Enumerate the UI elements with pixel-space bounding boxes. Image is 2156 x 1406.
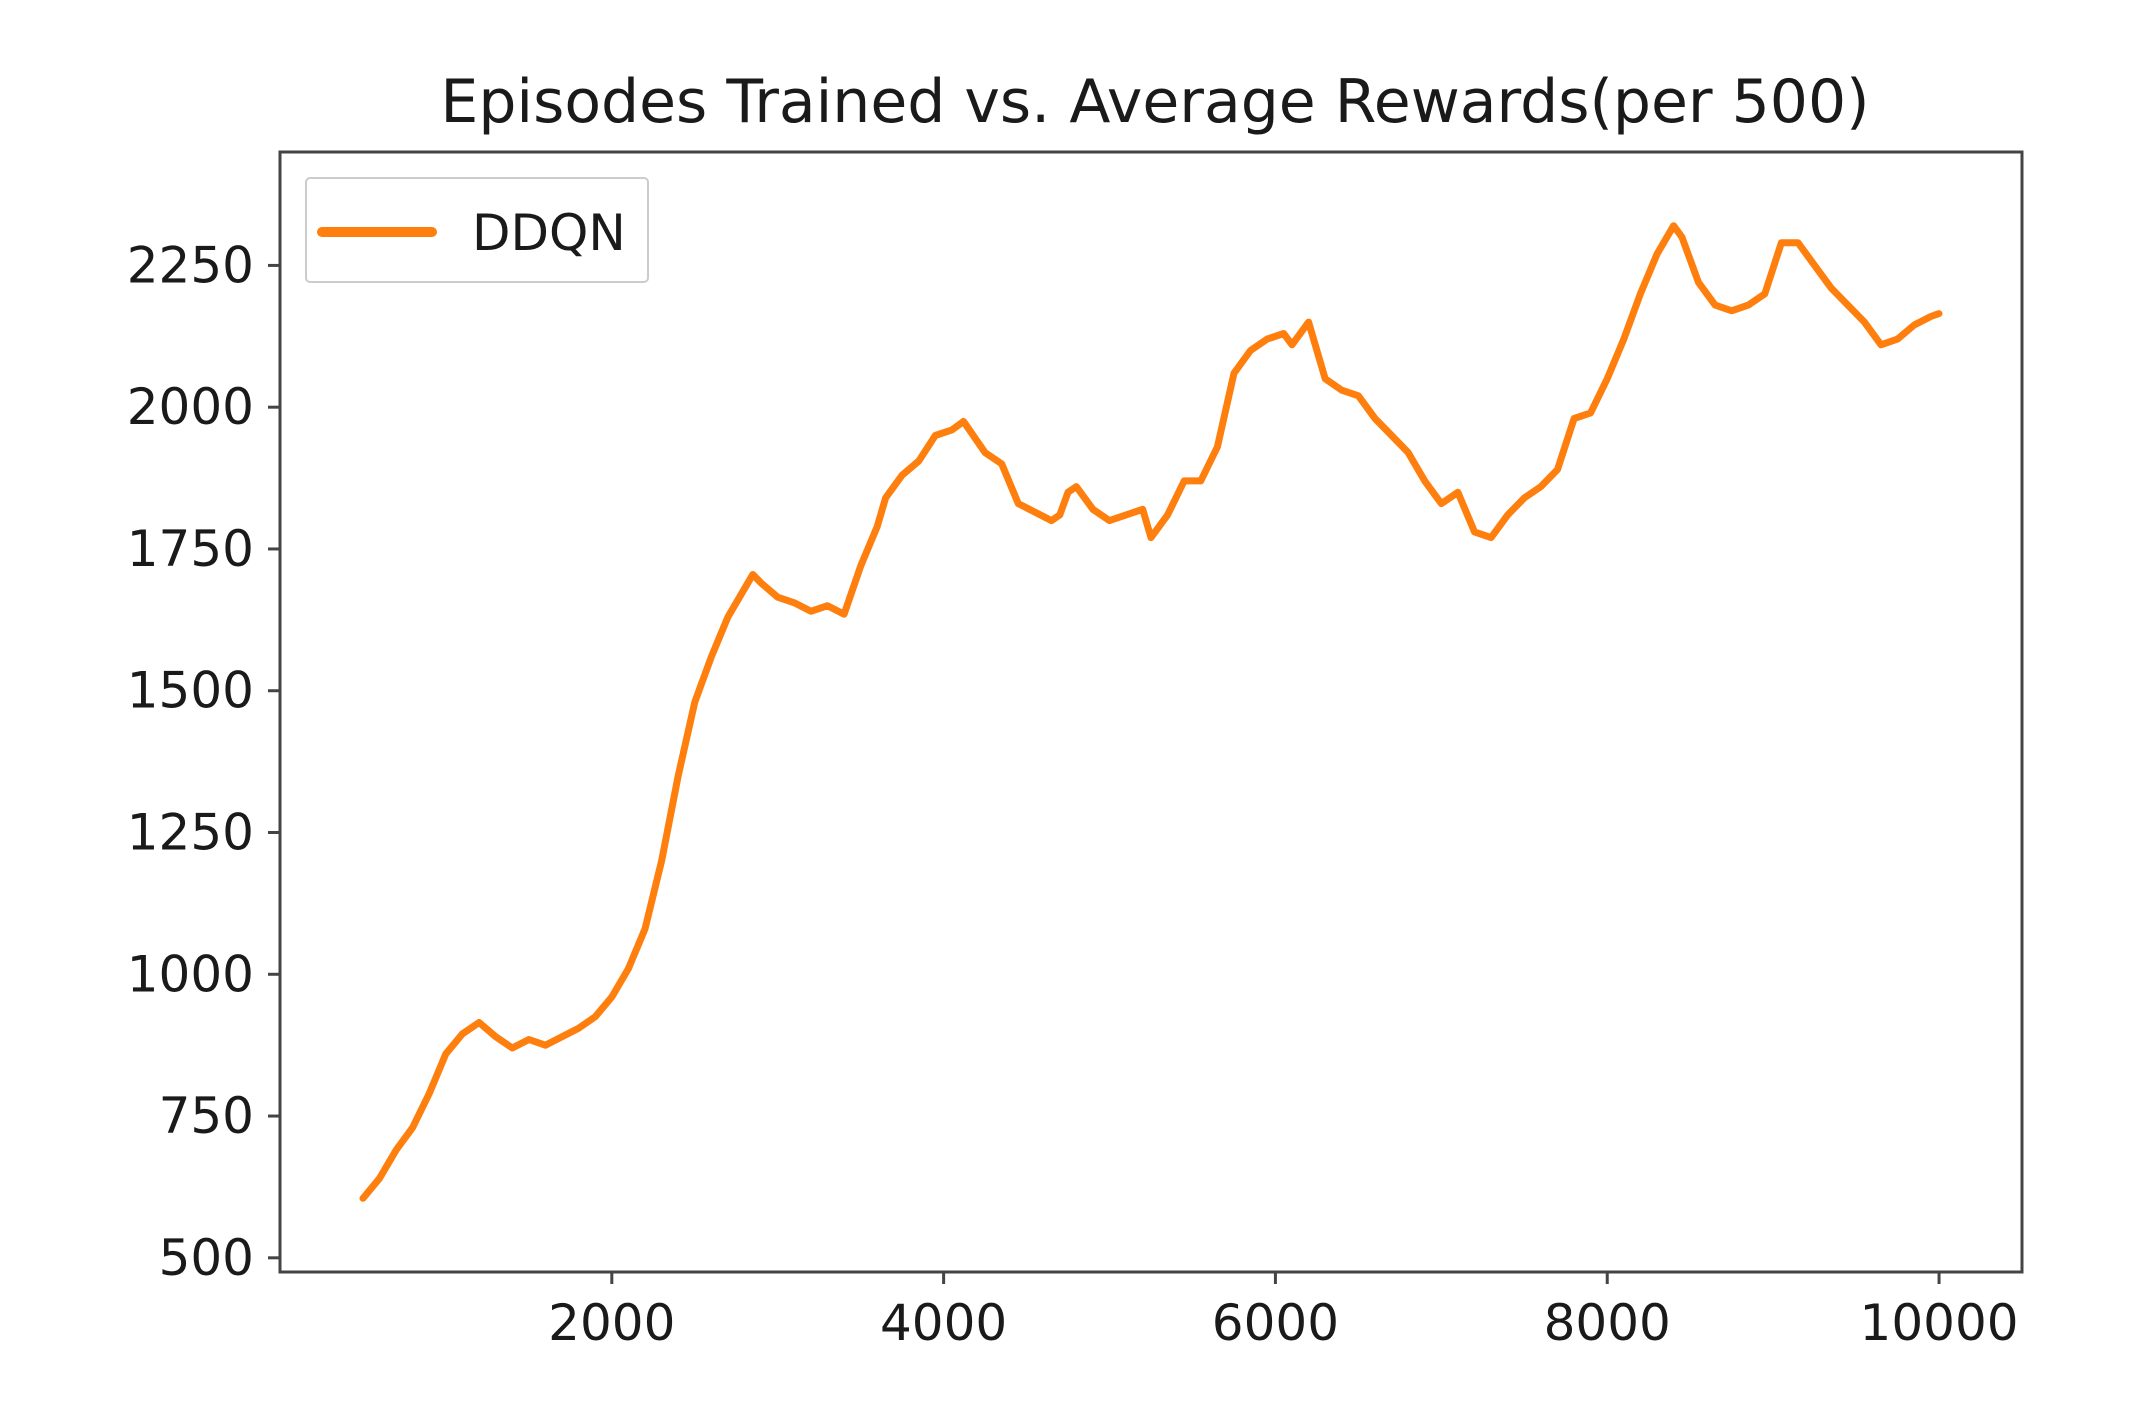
legend-label-ddqn: DDQN bbox=[472, 204, 626, 262]
chart-title: Episodes Trained vs. Average Rewards(per… bbox=[440, 67, 1869, 137]
series-layer bbox=[359, 222, 1943, 1202]
x-tick-label: 8000 bbox=[1544, 1294, 1671, 1352]
x-axis: 2000 4000 6000 8000 10000 bbox=[548, 1272, 2019, 1352]
y-tick-label: 1750 bbox=[127, 520, 254, 578]
y-tick-label: 1000 bbox=[127, 945, 254, 1003]
legend: DDQN bbox=[305, 177, 649, 283]
series-line-ddqn bbox=[359, 222, 1943, 1202]
y-tick-label: 500 bbox=[159, 1229, 254, 1287]
y-tick-label: 1250 bbox=[127, 804, 254, 862]
y-tick-label: 2000 bbox=[127, 378, 254, 436]
plot-frame bbox=[278, 150, 2024, 1274]
y-tick-label: 2250 bbox=[127, 236, 254, 294]
x-tick-label: 2000 bbox=[548, 1294, 675, 1352]
y-tick-label: 1500 bbox=[127, 662, 254, 720]
x-tick-label: 10000 bbox=[1860, 1294, 2019, 1352]
y-tick-label: 750 bbox=[159, 1087, 254, 1145]
x-tick-label: 4000 bbox=[880, 1294, 1007, 1352]
y-axis: 500 750 1000 1250 1500 1750 2000 2250 bbox=[127, 236, 280, 1287]
x-tick-label: 6000 bbox=[1212, 1294, 1339, 1352]
legend-box bbox=[305, 177, 649, 283]
